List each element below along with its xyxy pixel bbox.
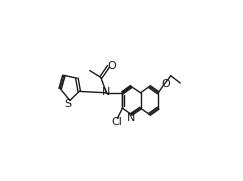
Text: N: N [102, 87, 111, 97]
Text: Cl: Cl [112, 117, 122, 127]
Text: O: O [161, 79, 170, 89]
Text: O: O [107, 61, 116, 71]
Text: S: S [64, 99, 71, 109]
Text: N: N [127, 113, 135, 123]
